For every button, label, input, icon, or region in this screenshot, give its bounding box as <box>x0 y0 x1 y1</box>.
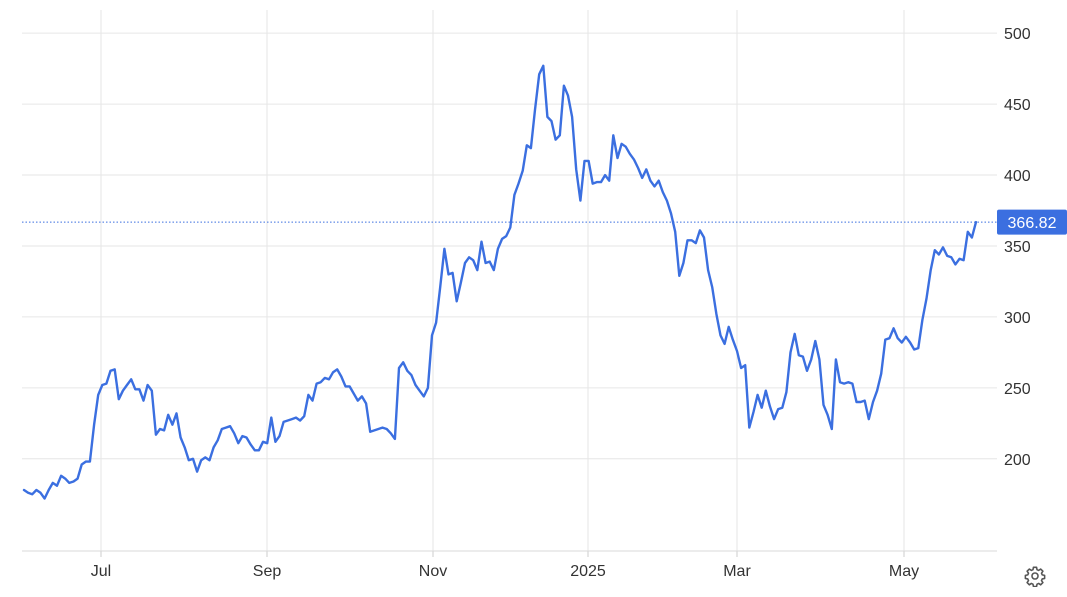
vertical-gridlines <box>100 10 905 557</box>
y-tick-label: 250 <box>1004 381 1031 398</box>
y-tick-label: 200 <box>1004 452 1031 469</box>
y-tick-label: 350 <box>1004 239 1031 256</box>
y-tick-label: 400 <box>1004 168 1031 185</box>
y-axis-tick-labels: 200 250 300 350 400 450 500 <box>1004 26 1031 469</box>
last-value-label-background <box>997 209 1067 235</box>
gear-icon[interactable] <box>1024 565 1046 587</box>
y-tick-label: 500 <box>1004 26 1031 43</box>
horizontal-gridlines <box>22 32 997 460</box>
x-tick-label: 2025 <box>570 563 606 580</box>
x-axis-tick-labels: Jul Sep Nov 2025 Mar May <box>91 563 919 580</box>
x-tick-label: Jul <box>91 563 111 580</box>
price-series-line[interactable] <box>22 64 978 500</box>
y-tick-label: 450 <box>1004 97 1031 114</box>
x-tick-label: May <box>889 563 919 580</box>
x-tick-label: Mar <box>723 563 751 580</box>
last-value-label-text: 366.82 <box>1008 215 1057 232</box>
y-tick-label: 300 <box>1004 310 1031 327</box>
last-value-label: 366.82 <box>997 209 1067 235</box>
x-tick-label: Nov <box>419 563 447 580</box>
x-tick-label: Sep <box>253 563 282 580</box>
